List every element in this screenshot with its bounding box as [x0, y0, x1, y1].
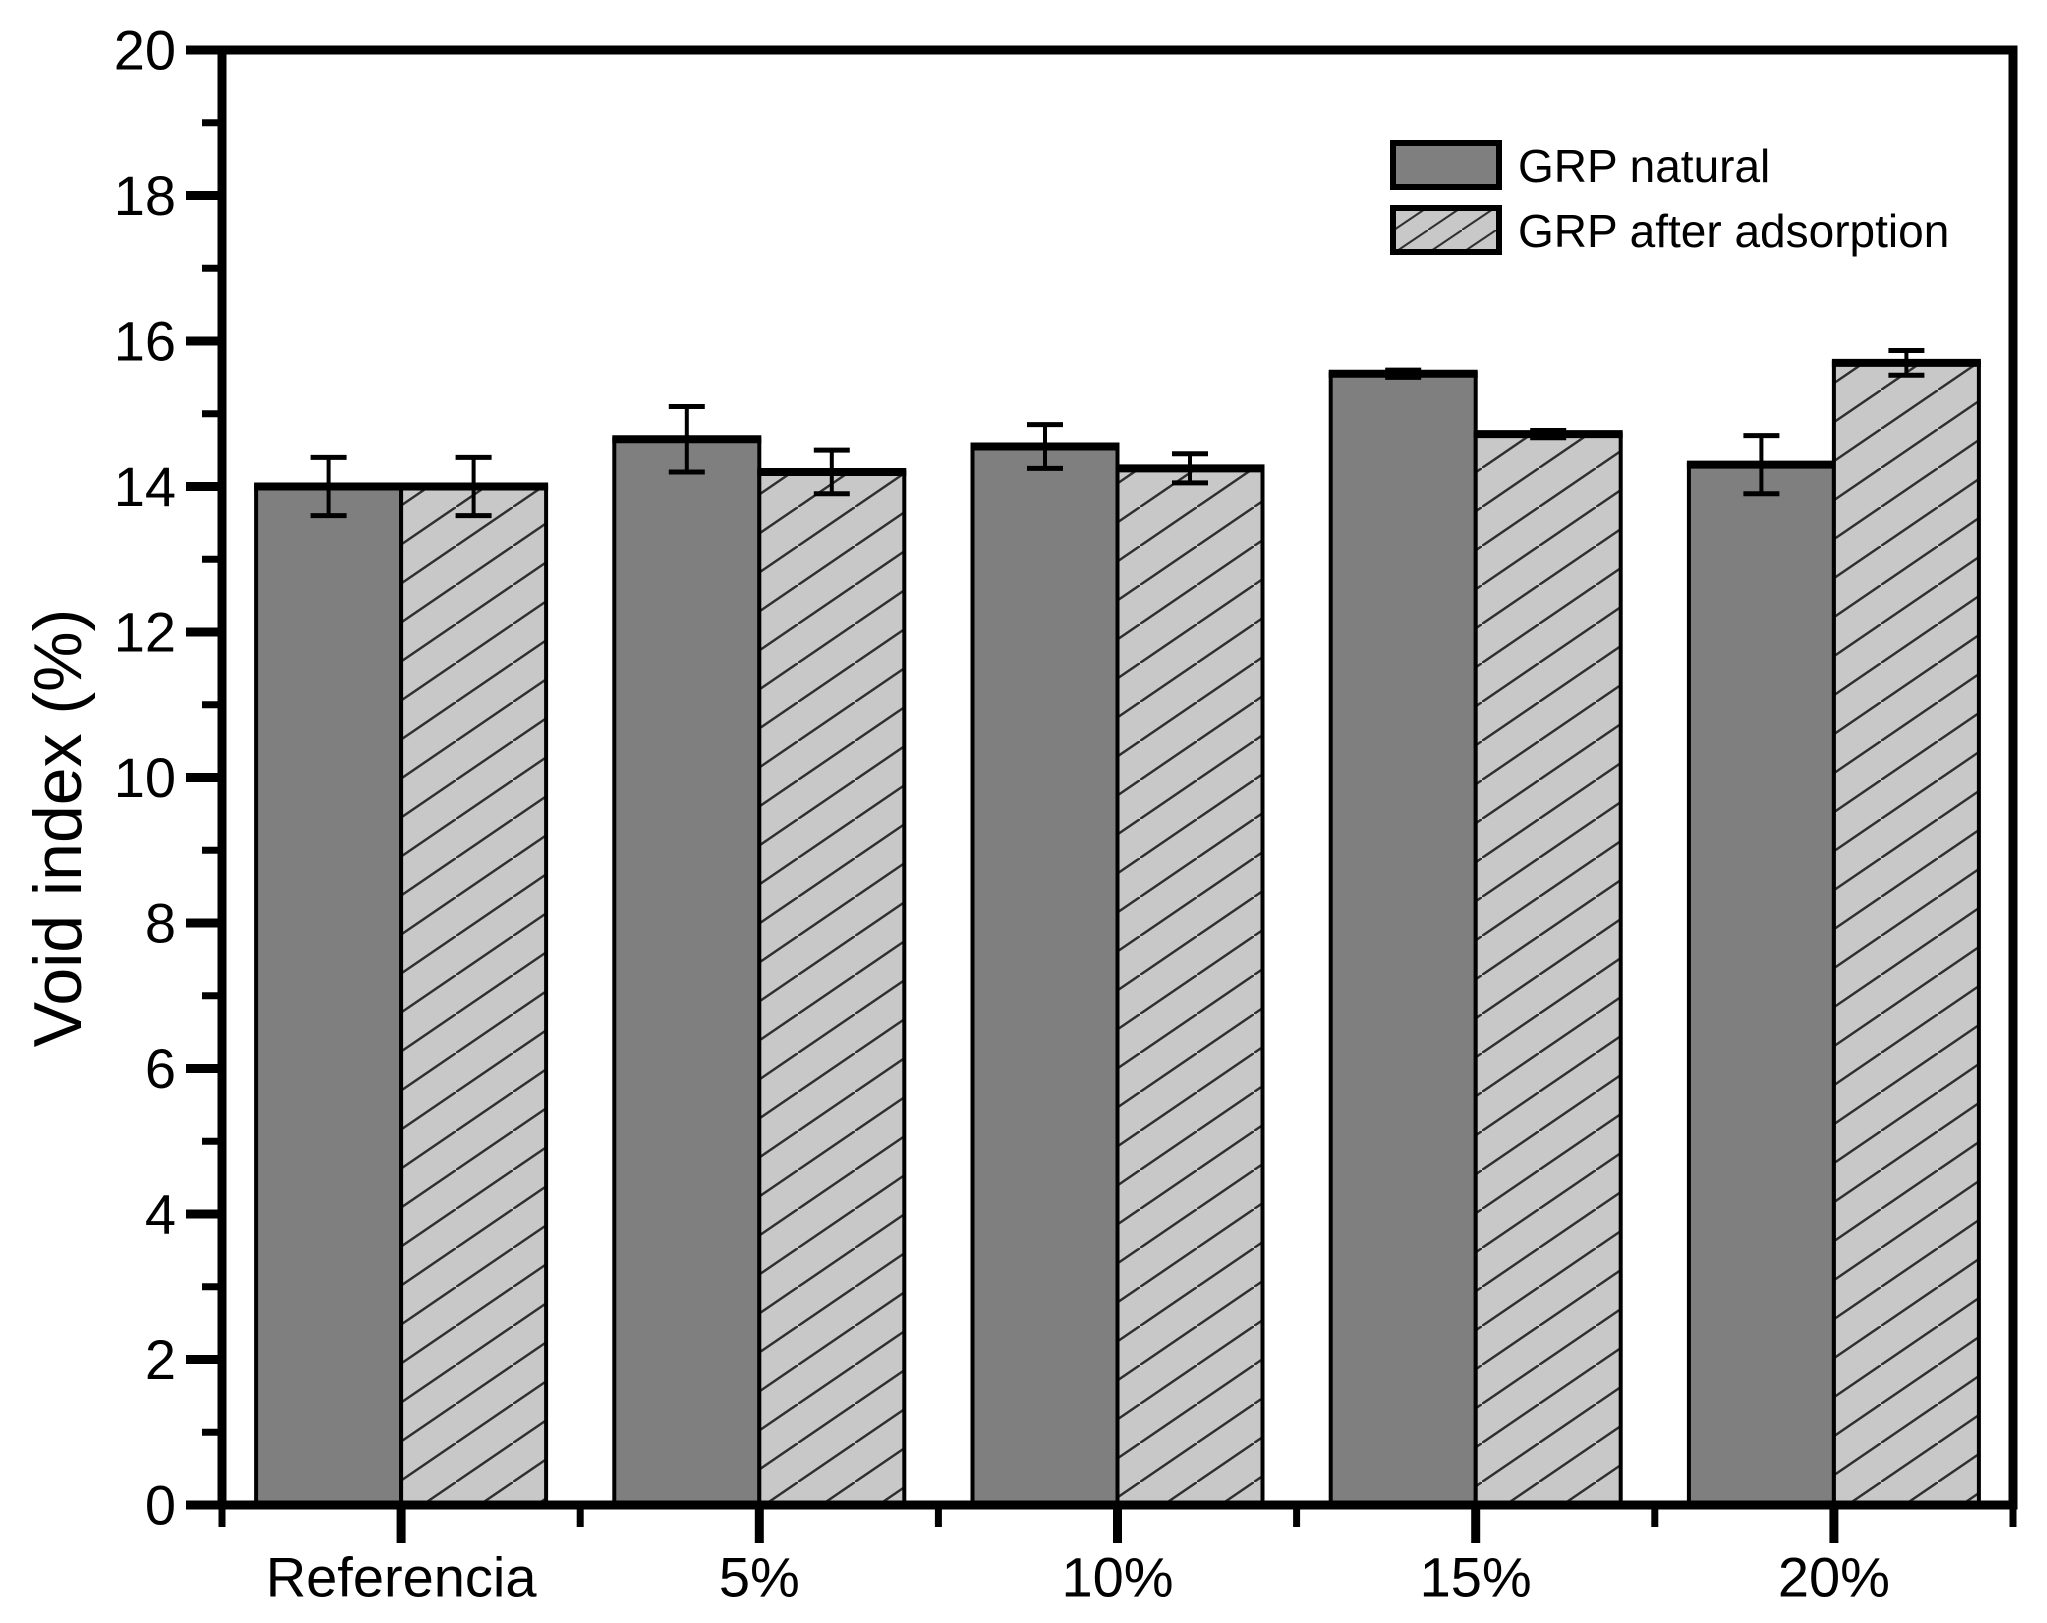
legend: GRP natural GRP after adsorption	[1390, 140, 1949, 257]
bar-grp-natural-4	[1328, 371, 1478, 1507]
x-tick-label: 10%	[1061, 1546, 1173, 1609]
bar-grp-natural-1	[254, 484, 404, 1507]
legend-swatch-grp-natural	[1390, 140, 1502, 190]
axes-layer	[186, 45, 2018, 1543]
bar-grp-after-adsorption-1	[399, 484, 549, 1507]
y-tick-label: 16	[114, 310, 176, 373]
y-axis-title: Void index (%)	[20, 609, 96, 1047]
y-tick-label: 8	[145, 892, 176, 955]
y-tick-label: 12	[114, 601, 176, 664]
axis-labels-layer: 0 2 4 6 8 10 12 14 16 18 20 Referencia 5% 10% 15% 20%	[114, 19, 1890, 1609]
y-tick-label: 14	[114, 455, 176, 518]
y-tick-label: 4	[145, 1183, 176, 1246]
bar-grp-natural-5	[1686, 462, 1836, 1507]
bar-grp-after-adsorption-4	[1473, 432, 1623, 1507]
bar-grp-natural-2	[612, 437, 762, 1507]
bar-grp-after-adsorption-3	[1115, 466, 1265, 1507]
x-tick-label: Referencia	[266, 1546, 538, 1609]
y-tick-label: 18	[114, 164, 176, 227]
x-tick-label: 5%	[719, 1546, 800, 1609]
bar-grp-after-adsorption-2	[757, 469, 907, 1508]
x-tick-label: 15%	[1420, 1546, 1532, 1609]
legend-label-grp-natural: GRP natural	[1518, 140, 1770, 192]
y-tick-label: 0	[145, 1474, 176, 1537]
bar-grp-after-adsorption-5	[1831, 360, 1981, 1508]
y-tick-label: 10	[114, 746, 176, 809]
bar-grp-natural-3	[970, 444, 1120, 1507]
x-tick-label: 20%	[1778, 1546, 1890, 1609]
y-tick-label: 6	[145, 1037, 176, 1100]
error-bars-layer	[310, 347, 1925, 519]
legend-swatch-grp-after-adsorption	[1390, 205, 1502, 255]
legend-label-grp-after-adsorption: GRP after adsorption	[1518, 205, 1949, 257]
bars-layer	[254, 358, 1981, 1508]
y-tick-label: 20	[114, 19, 176, 82]
y-tick-label: 2	[145, 1328, 176, 1391]
